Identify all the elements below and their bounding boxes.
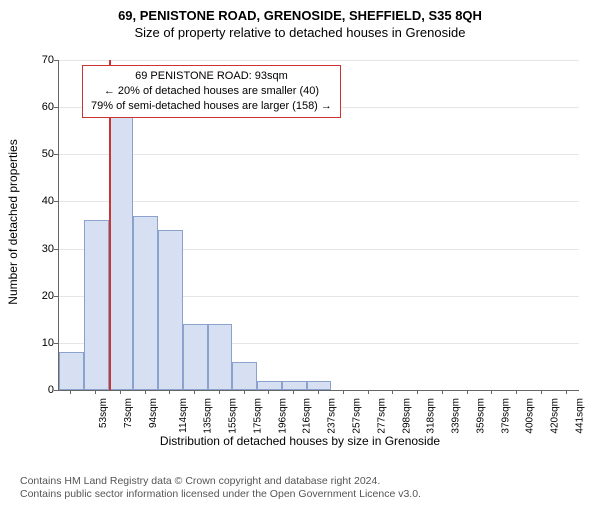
histogram-bar bbox=[84, 220, 109, 390]
x-tick-mark bbox=[516, 390, 517, 394]
x-tick-label: 135sqm bbox=[203, 398, 214, 434]
histogram-bar bbox=[133, 216, 158, 390]
y-tick-label: 40 bbox=[14, 195, 54, 207]
histogram-bar bbox=[158, 230, 183, 390]
histogram-bar bbox=[59, 352, 84, 390]
x-tick-mark bbox=[95, 390, 96, 394]
x-tick-mark bbox=[566, 390, 567, 394]
x-tick-label: 73sqm bbox=[123, 398, 134, 428]
x-tick-label: 441sqm bbox=[574, 398, 585, 434]
y-tick-label: 20 bbox=[14, 290, 54, 302]
x-tick-mark bbox=[541, 390, 542, 394]
histogram-bar bbox=[109, 117, 134, 390]
y-tick-mark bbox=[54, 296, 58, 297]
y-tick-mark bbox=[54, 201, 58, 202]
x-tick-label: 318sqm bbox=[426, 398, 437, 434]
x-tick-mark bbox=[442, 390, 443, 394]
y-tick-mark bbox=[54, 390, 58, 391]
y-tick-mark bbox=[54, 343, 58, 344]
y-tick-label: 70 bbox=[14, 54, 54, 66]
footer-line-1: Contains HM Land Registry data © Crown c… bbox=[20, 475, 421, 489]
chart-title-sub: Size of property relative to detached ho… bbox=[0, 25, 600, 40]
x-tick-label: 277sqm bbox=[376, 398, 387, 434]
x-tick-mark bbox=[491, 390, 492, 394]
x-tick-label: 359sqm bbox=[475, 398, 486, 434]
x-tick-mark bbox=[368, 390, 369, 394]
x-tick-label: 420sqm bbox=[550, 398, 561, 434]
x-tick-mark bbox=[293, 390, 294, 394]
info-line-larger: 79% of semi-detached houses are larger (… bbox=[91, 99, 332, 114]
chart-title-main: 69, PENISTONE ROAD, GRENOSIDE, SHEFFIELD… bbox=[0, 8, 600, 23]
x-tick-mark bbox=[169, 390, 170, 394]
histogram-bar bbox=[183, 324, 208, 390]
y-tick-mark bbox=[54, 107, 58, 108]
x-tick-label: 257sqm bbox=[352, 398, 363, 434]
attribution-footer: Contains HM Land Registry data © Crown c… bbox=[20, 475, 421, 502]
y-axis-label: Number of detached properties bbox=[6, 139, 20, 304]
x-tick-mark bbox=[244, 390, 245, 394]
x-tick-mark bbox=[417, 390, 418, 394]
x-tick-mark bbox=[318, 390, 319, 394]
histogram-bar bbox=[307, 381, 332, 390]
y-tick-mark bbox=[54, 60, 58, 61]
x-tick-mark bbox=[145, 390, 146, 394]
x-tick-mark bbox=[120, 390, 121, 394]
x-tick-mark bbox=[467, 390, 468, 394]
info-line-size: 69 PENISTONE ROAD: 93sqm bbox=[91, 69, 332, 84]
x-tick-mark bbox=[343, 390, 344, 394]
x-tick-label: 379sqm bbox=[500, 398, 511, 434]
y-tick-label: 30 bbox=[14, 243, 54, 255]
x-tick-mark bbox=[70, 390, 71, 394]
y-tick-mark bbox=[54, 154, 58, 155]
gridline bbox=[59, 154, 579, 155]
x-tick-label: 175sqm bbox=[253, 398, 264, 434]
gridline bbox=[59, 201, 579, 202]
x-tick-label: 400sqm bbox=[525, 398, 536, 434]
x-tick-label: 114sqm bbox=[178, 398, 189, 433]
x-tick-label: 216sqm bbox=[302, 398, 313, 434]
x-tick-mark bbox=[392, 390, 393, 394]
histogram-bar bbox=[232, 362, 257, 390]
histogram-bar bbox=[282, 381, 307, 390]
property-info-box: 69 PENISTONE ROAD: 93sqm ← 20% of detach… bbox=[82, 65, 341, 118]
y-tick-label: 0 bbox=[14, 384, 54, 396]
histogram-bar bbox=[208, 324, 233, 390]
x-tick-label: 298sqm bbox=[401, 398, 412, 434]
y-tick-label: 50 bbox=[14, 148, 54, 160]
x-tick-label: 53sqm bbox=[98, 398, 109, 428]
x-tick-label: 237sqm bbox=[327, 398, 338, 434]
y-tick-label: 10 bbox=[14, 337, 54, 349]
chart-container: Number of detached properties Distributi… bbox=[0, 52, 600, 447]
y-tick-label: 60 bbox=[14, 101, 54, 113]
gridline bbox=[59, 60, 579, 61]
x-tick-mark bbox=[219, 390, 220, 394]
x-tick-label: 155sqm bbox=[228, 398, 239, 434]
x-tick-label: 196sqm bbox=[277, 398, 288, 434]
y-tick-mark bbox=[54, 249, 58, 250]
x-tick-label: 94sqm bbox=[148, 398, 159, 428]
x-tick-mark bbox=[194, 390, 195, 394]
info-line-smaller: ← 20% of detached houses are smaller (40… bbox=[91, 84, 332, 99]
histogram-bar bbox=[257, 381, 282, 390]
x-tick-mark bbox=[268, 390, 269, 394]
x-axis-label: Distribution of detached houses by size … bbox=[0, 434, 600, 448]
x-tick-label: 339sqm bbox=[451, 398, 462, 434]
